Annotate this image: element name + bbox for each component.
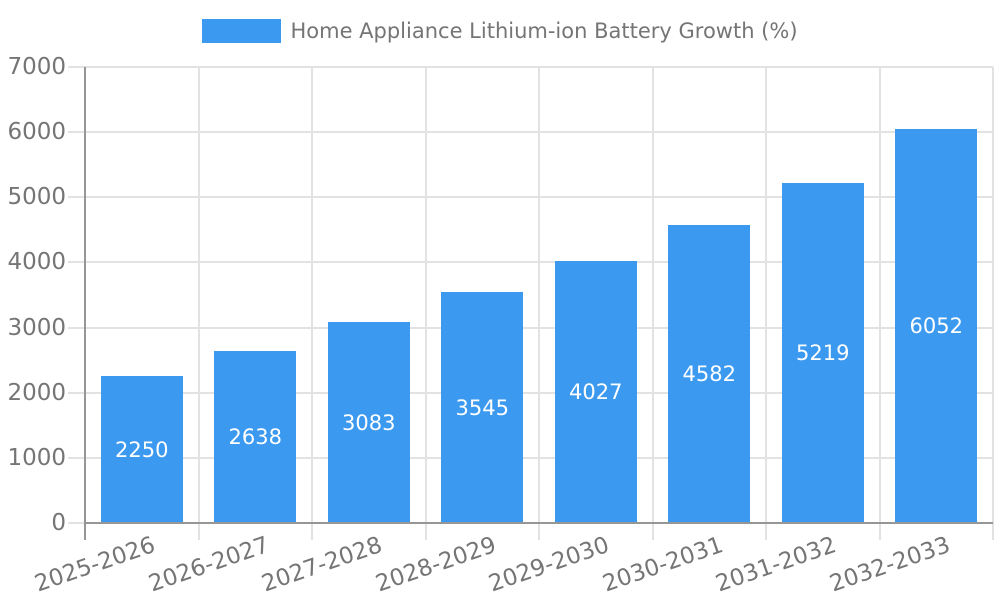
x-tick-label: 2032-2033 (826, 532, 954, 598)
h-gridline-1000 (68, 456, 993, 459)
h-gridline-3000 (68, 326, 993, 329)
y-tick-label: 5000 (7, 184, 66, 211)
x-axis-line (84, 522, 993, 524)
v-gridline (197, 67, 200, 540)
y-tick-label: 3000 (7, 314, 66, 341)
bar-2027-2028[interactable] (327, 322, 410, 523)
y-axis-line (84, 67, 86, 540)
x-tick-label: 2028-2029 (372, 532, 500, 598)
y-tick-label: 0 (51, 510, 66, 536)
bar-value-label: 6052 (909, 313, 963, 338)
bar-2030-2031[interactable] (668, 224, 751, 523)
x-tick-label: 2025-2026 (31, 532, 159, 598)
x-tick-label: 2030-2031 (599, 532, 727, 598)
v-gridline (538, 67, 540, 540)
x-tick-label: 2029-2030 (485, 532, 613, 598)
h-gridline-2000 (68, 391, 993, 394)
bar-value-label: 2250 (115, 437, 169, 462)
bar-2031-2032[interactable] (781, 183, 864, 523)
bar-value-label: 4027 (569, 379, 623, 404)
bar-value-label: 4582 (682, 361, 736, 386)
x-tick-label: 2027-2028 (258, 532, 386, 598)
bar-2026-2027[interactable] (214, 351, 297, 523)
v-gridline (765, 67, 767, 540)
h-gridline-4000 (68, 261, 993, 264)
legend-swatch (202, 19, 282, 43)
bar-value-label: 3545 (455, 395, 509, 420)
y-tick-label: 4000 (7, 249, 66, 276)
v-gridline (992, 67, 994, 540)
legend[interactable]: Home Appliance Lithium-ion Battery Growt… (0, 18, 1000, 44)
h-gridline-5000 (68, 196, 993, 199)
bar-value-label: 5219 (796, 341, 850, 365)
bar-2025-2026[interactable] (100, 376, 183, 523)
legend-series-title: Home Appliance Lithium-ion Battery Growt… (290, 19, 798, 43)
v-gridline (424, 67, 427, 540)
bar-2029-2030[interactable] (554, 260, 637, 523)
v-gridline (878, 67, 881, 540)
v-gridline (311, 67, 313, 540)
y-tick-label: 6000 (7, 119, 66, 146)
bar-2032-2033[interactable] (895, 128, 978, 523)
x-tick-label: 2026-2027 (145, 532, 273, 598)
bar-2028-2029[interactable] (441, 292, 524, 523)
bar-value-label: 2638 (228, 425, 282, 450)
bar-value-label: 3083 (342, 410, 396, 435)
y-tick-label: 1000 (7, 444, 66, 471)
y-tick-label: 7000 (7, 54, 66, 80)
y-tick-label: 2000 (7, 379, 66, 406)
x-tick-label: 2031-2032 (712, 532, 840, 598)
h-gridline-6000 (68, 131, 993, 134)
h-gridline-7000 (68, 66, 993, 68)
v-gridline (651, 67, 654, 540)
